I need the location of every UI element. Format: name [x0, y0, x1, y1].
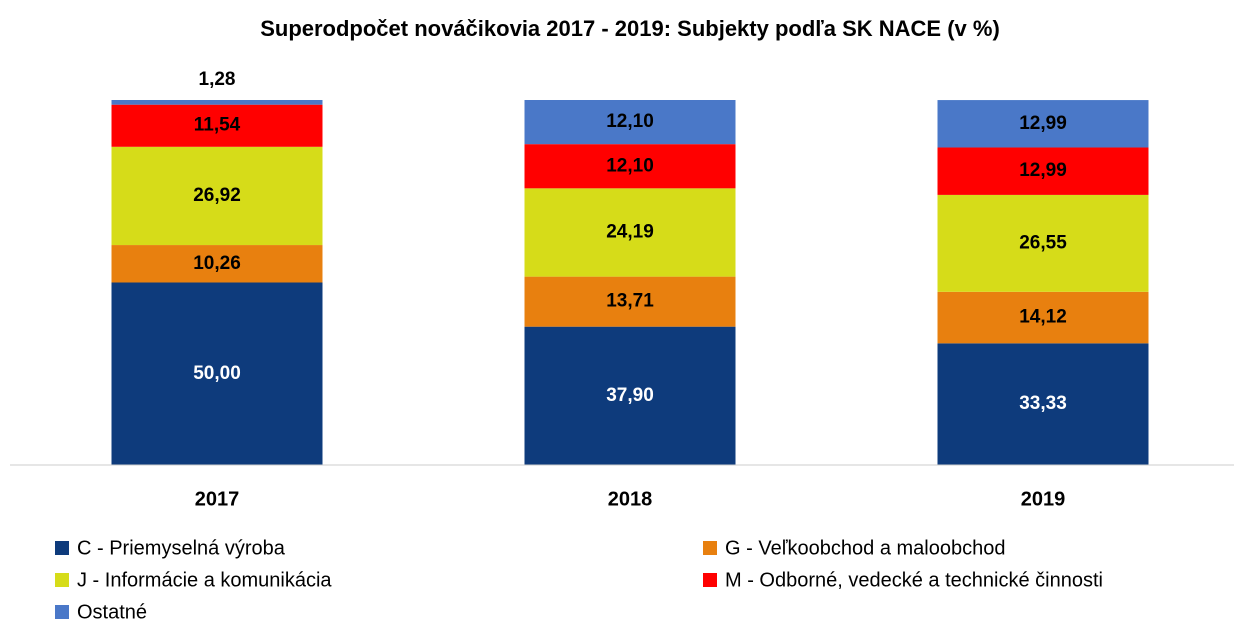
bar-segment [111, 100, 323, 105]
bar-segment [524, 100, 736, 145]
legend-label: J - Informácie a komunikácia [77, 569, 332, 591]
legend-swatch [55, 541, 69, 555]
data-label: 13,71 [606, 291, 654, 312]
bar-segment [937, 291, 1149, 344]
legend-label: Ostatné [77, 601, 147, 623]
data-label: 12,10 [606, 155, 654, 176]
data-label: 12,10 [606, 111, 654, 132]
legend-label: C - Priemyselná výroba [77, 537, 286, 559]
data-label: 50,00 [193, 363, 241, 384]
data-label: 26,55 [1019, 232, 1067, 253]
data-label: 26,92 [193, 185, 241, 206]
data-label: 14,12 [1019, 307, 1067, 328]
bar-segment [524, 188, 736, 277]
chart-title: Superodpočet nováčikovia 2017 - 2019: Su… [260, 16, 1000, 41]
bar-segment [111, 104, 323, 147]
legend-swatch [703, 541, 717, 555]
x-tick-label: 2019 [1021, 488, 1066, 510]
bar-segment [937, 100, 1149, 148]
bar-segment [111, 146, 323, 246]
bar-segment [524, 144, 736, 189]
bar-segment [524, 276, 736, 327]
legend-swatch [55, 605, 69, 619]
legend-swatch [55, 573, 69, 587]
bar-segment [937, 147, 1149, 195]
data-label: 12,99 [1019, 113, 1067, 134]
data-label: 12,99 [1019, 160, 1067, 181]
data-label: 11,54 [194, 115, 241, 136]
data-label: 1,28 [199, 69, 236, 90]
data-label: 24,19 [606, 221, 654, 242]
x-tick-label: 2018 [608, 488, 653, 510]
data-label: 10,26 [193, 253, 241, 274]
x-tick-label: 2017 [195, 488, 240, 510]
data-label: 33,33 [1019, 393, 1067, 414]
data-label: 37,90 [606, 385, 654, 406]
bar-segment [937, 194, 1149, 292]
bar-segment [111, 282, 323, 465]
bar-segment [111, 245, 323, 283]
legend-label: G - Veľkoobchod a maloobchod [725, 537, 1005, 559]
bar-segment [937, 343, 1149, 465]
legend-swatch [703, 573, 717, 587]
bar-segment [524, 326, 736, 465]
legend-label: M - Odborné, vedecké a technické činnost… [725, 569, 1103, 591]
